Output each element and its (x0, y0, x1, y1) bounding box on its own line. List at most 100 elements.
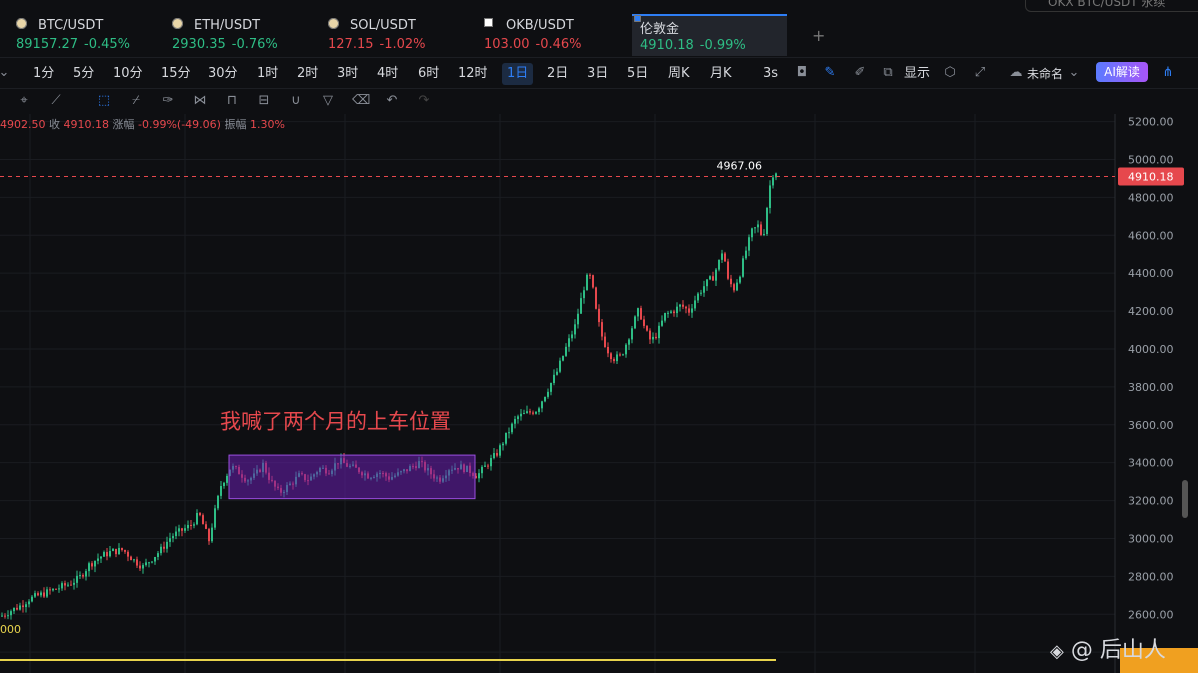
interval-month[interactable]: 月K (710, 66, 732, 81)
candle-body (637, 308, 639, 317)
candle-body (508, 432, 510, 434)
brush-icon[interactable]: ✑ (162, 93, 174, 108)
interval-12h[interactable]: 12时 (458, 66, 488, 81)
candle-body (13, 607, 15, 612)
candle-body (706, 279, 708, 287)
interval-3s[interactable]: 3s (763, 66, 779, 81)
interval-3d[interactable]: 3日 (587, 66, 609, 81)
candle-body (64, 583, 66, 586)
interval-6h[interactable]: 6时 (418, 66, 440, 81)
candle-body (487, 465, 489, 467)
pattern-icon[interactable]: ⋈ (193, 93, 207, 108)
display-button[interactable]: 显示 (904, 66, 931, 81)
interval-2d[interactable]: 2日 (547, 66, 569, 81)
interval-5m[interactable]: 5分 (73, 66, 95, 81)
ticker-tab-okb[interactable]: OKB/USDT 103.00 -0.46% (476, 12, 626, 56)
candle-body (652, 336, 654, 340)
candle-body (559, 360, 561, 372)
trash-icon[interactable]: ⌫ (352, 93, 371, 108)
undo-icon[interactable]: ↶ (386, 93, 398, 108)
candle-body (682, 304, 684, 307)
high-price-label: 4967.06 (717, 160, 763, 173)
edit-note-icon[interactable]: ✐ (854, 65, 866, 80)
price-tick-label: 3000.00 (1128, 532, 1174, 545)
interval-week[interactable]: 周K (668, 66, 690, 81)
interval-3h[interactable]: 3时 (337, 66, 359, 81)
candle-body (664, 312, 666, 321)
candle-body (538, 408, 540, 412)
candle-body (160, 546, 162, 554)
candle-body (565, 346, 567, 356)
magnet-icon[interactable]: ∪ (291, 93, 301, 108)
ai-analysis-button[interactable]: AI解读 (1096, 62, 1148, 82)
interval-5d[interactable]: 5日 (627, 66, 649, 81)
chevron-down-icon[interactable]: ⌄ (0, 65, 10, 80)
lock-icon[interactable]: ⊓ (226, 93, 238, 108)
ticker-tab-gold[interactable]: 伦敦金 4910.18 -0.99% (632, 14, 787, 56)
range-highlight-box[interactable] (228, 454, 476, 500)
filter-icon[interactable]: ▽ (323, 93, 333, 108)
settings-icon[interactable]: ⬡ (944, 65, 956, 80)
candle-body (208, 528, 210, 542)
scroll-handle[interactable] (1182, 480, 1188, 518)
interval-15m[interactable]: 15分 (161, 66, 191, 81)
display-icon[interactable]: ⧉ (883, 65, 893, 80)
select-icon[interactable]: ⬚ (97, 93, 111, 108)
cloud-icon[interactable]: ☁ (1009, 65, 1023, 80)
candle-body (151, 561, 153, 563)
price-tick-label: 4400.00 (1128, 267, 1174, 280)
crosshair-icon[interactable]: ⌖ (20, 93, 28, 108)
share-icon[interactable]: ⋔ (1162, 65, 1174, 80)
pen-icon[interactable]: ✎ (824, 65, 836, 80)
candle-body (580, 298, 582, 314)
candle-body (619, 354, 621, 356)
candlestick-chart[interactable]: 2400.002600.002800.003000.003200.003400.… (0, 114, 1198, 673)
ticker-tab-btc[interactable]: BTC/USDT 89157.27 -0.45% (8, 12, 158, 56)
candle-body (556, 371, 558, 375)
ticker-bar: BTC/USDT 89157.27 -0.45% ETH/USDT 2930.35… (0, 0, 1198, 56)
redo-icon[interactable]: ↷ (418, 93, 430, 108)
annotation-text[interactable]: 我喊了两个月的上车位置 (220, 410, 451, 434)
ruler-icon[interactable]: ⌿ (132, 93, 140, 108)
interval-toolbar: ⌄ 1分 5分 10分 15分 30分 1时 2时 3时 4时 6时 12时 1… (0, 57, 1198, 89)
candle-body (577, 313, 579, 325)
candle-body (202, 515, 204, 525)
change-value: -0.99%(-49.06) (138, 118, 221, 131)
orange-indicator-tag (1120, 648, 1198, 673)
candle-body (646, 325, 648, 331)
candle-body (157, 553, 159, 558)
candle-body (184, 528, 186, 531)
ticker-tab-eth[interactable]: ETH/USDT 2930.35 -0.76% (164, 12, 314, 56)
add-tab-button[interactable]: + (812, 26, 826, 45)
interval-10m[interactable]: 10分 (113, 66, 143, 81)
candle-body (211, 527, 213, 542)
template-icon[interactable]: ⊟ (258, 93, 270, 108)
interval-1d[interactable]: 1日 (502, 63, 534, 85)
interval-1m[interactable]: 1分 (33, 66, 55, 81)
candle-body (169, 538, 171, 542)
candle-body (568, 338, 570, 347)
candle-body (526, 411, 528, 414)
fullscreen-icon[interactable]: ⤢ (974, 65, 986, 80)
layout-name[interactable]: 未命名 (1027, 67, 1064, 81)
interval-4h[interactable]: 4时 (377, 66, 399, 81)
candle-body (631, 328, 633, 340)
candle-body (583, 290, 585, 299)
candle-body (730, 278, 732, 285)
candle-body (61, 583, 63, 589)
ticker-tab-sol[interactable]: SOL/USDT 127.15 -1.02% (320, 12, 470, 56)
candle-body (1, 615, 3, 617)
interval-2h[interactable]: 2时 (297, 66, 319, 81)
candle-body (739, 276, 741, 283)
candle-body (769, 185, 771, 208)
candle-body (709, 276, 711, 280)
interval-30m[interactable]: 30分 (208, 66, 238, 81)
at-sign: @ (1070, 638, 1093, 663)
camera-icon[interactable]: ◘ (796, 65, 808, 80)
search-input[interactable]: OKX BTC/USDT 永续 (1025, 0, 1198, 12)
interval-1h[interactable]: 1时 (257, 66, 279, 81)
price-tick-label: 3600.00 (1128, 419, 1174, 432)
trendline-icon[interactable]: ⟋ (51, 93, 61, 108)
candle-body (490, 458, 492, 467)
chevron-down-icon[interactable]: ⌄ (1068, 65, 1080, 80)
